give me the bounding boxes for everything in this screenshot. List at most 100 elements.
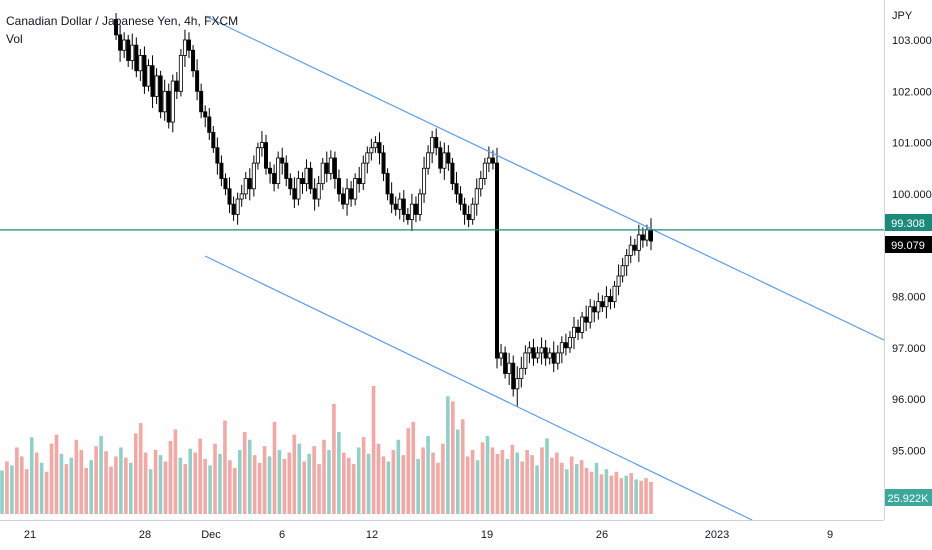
candle: [186, 32, 191, 58]
candle: [511, 355, 516, 397]
candle: [349, 181, 354, 207]
hline-price-text: 99.308: [891, 218, 925, 230]
volume-legend-label[interactable]: Vol: [6, 32, 23, 46]
volume-bar: [143, 452, 148, 514]
chart-legend: Canadian Dollar / Japanese Yen, 4h, FXCM…: [6, 12, 238, 48]
lower-trendline[interactable]: [204, 255, 753, 521]
volume-bar: [569, 456, 574, 514]
candle: [551, 341, 556, 373]
candle: [393, 196, 398, 216]
volume-bar: [639, 480, 643, 514]
candle: [596, 292, 601, 320]
volume-bar: [133, 433, 138, 514]
candle: [401, 190, 406, 223]
volume-bar: [163, 461, 168, 514]
volume-bar: [138, 423, 143, 514]
volume-bar: [446, 396, 450, 514]
candle: [308, 161, 313, 194]
volume-bar: [391, 450, 396, 514]
volume-bar: [69, 457, 74, 514]
candle: [292, 177, 297, 209]
candle: [207, 107, 212, 141]
volume-bar: [44, 471, 49, 514]
candle: [588, 299, 593, 329]
candle: [572, 317, 577, 350]
candle: [446, 145, 451, 171]
volume-bar: [252, 455, 257, 514]
volume-bar: [619, 478, 624, 514]
volume-bar: [470, 450, 475, 514]
candle: [320, 157, 325, 191]
volume-bar: [233, 467, 237, 514]
symbol-title[interactable]: Canadian Dollar / Japanese Yen, 4h, FXCM: [6, 14, 239, 28]
volume-bar: [406, 428, 411, 514]
candle: [178, 48, 183, 97]
candle: [474, 178, 479, 216]
volume-bar: [644, 478, 648, 514]
volume-bar: [238, 450, 242, 514]
candle: [580, 311, 585, 339]
candle: [328, 150, 333, 180]
candle: [268, 161, 273, 184]
candle: [624, 249, 629, 276]
volume-bar: [158, 455, 163, 514]
candle: [499, 343, 504, 366]
volume-bar: [475, 460, 480, 514]
volume-bar: [396, 439, 401, 514]
candle: [365, 146, 370, 174]
time-tick-label: 19: [481, 529, 493, 541]
candle: [592, 300, 597, 323]
hline-price-badge: 99.308: [885, 214, 932, 231]
volume-bar: [277, 450, 282, 514]
volume-bar: [193, 452, 198, 514]
candle: [345, 178, 350, 216]
volume-bar: [218, 453, 222, 514]
candle: [608, 288, 613, 310]
candle: [385, 168, 390, 201]
candle: [567, 331, 572, 353]
volume-bar: [49, 443, 54, 514]
candle: [239, 184, 244, 207]
candle: [604, 286, 609, 319]
volume-bar: [322, 439, 326, 514]
candle: [515, 366, 520, 407]
candle: [251, 155, 256, 197]
volume-bar: [64, 464, 69, 514]
volume-bar: [356, 447, 361, 514]
candle: [649, 218, 654, 251]
volume-bar: [153, 450, 158, 514]
volume-bar: [79, 450, 84, 514]
volume-bar: [99, 435, 103, 514]
volume-bar: [594, 462, 599, 514]
last-price-badge: 99.079: [885, 236, 932, 253]
candle: [438, 141, 443, 174]
upper-trendline[interactable]: [204, 15, 885, 341]
candle: [628, 236, 633, 264]
candle: [458, 186, 463, 211]
volume-bar: [589, 471, 594, 514]
candle: [559, 336, 564, 364]
candle: [442, 142, 447, 180]
candle: [312, 178, 317, 211]
volume-bar: [59, 453, 64, 514]
volume-bar: [436, 462, 440, 514]
candle: [223, 173, 228, 196]
price-axis-ticks[interactable]: 103.000 102.000 101.000 100.000 98.000 97.000…: [892, 35, 932, 457]
candle: [409, 193, 414, 232]
volume-bar: [342, 452, 346, 514]
volume-bar: [520, 461, 524, 514]
volume-bar: [386, 461, 391, 514]
volume-bar: [604, 469, 609, 514]
volume-bar: [84, 467, 89, 514]
volume-bar: [287, 452, 292, 514]
time-axis-ticks[interactable]: 21 28 Dec 6 12 19 26 2023 9: [24, 529, 833, 541]
volume-bar: [490, 447, 495, 514]
price-tick-label: 101.000: [892, 138, 932, 150]
candle: [235, 192, 240, 225]
candle: [616, 264, 621, 296]
price-tick-label: 103.000: [892, 35, 932, 47]
volume-bar: [545, 438, 549, 514]
candle: [138, 48, 143, 82]
volume-bar: [297, 443, 302, 514]
